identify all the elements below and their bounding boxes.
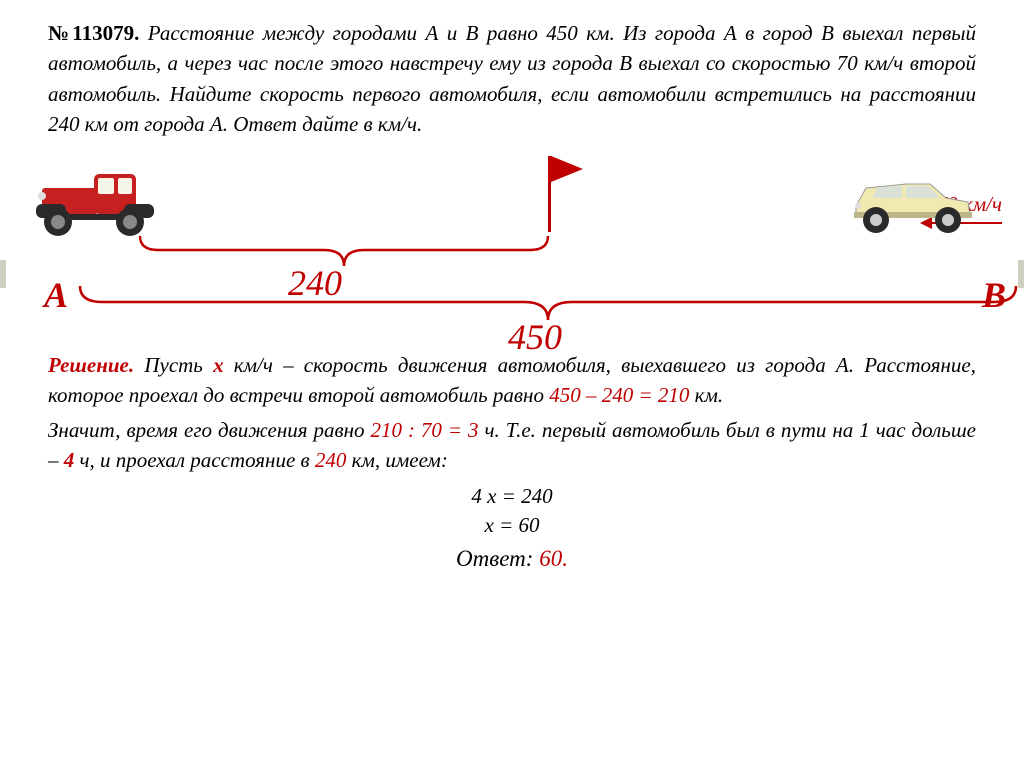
calc-2: 210 : 70 = 3 bbox=[370, 418, 478, 442]
decor-left bbox=[0, 260, 6, 288]
solution-label: Решение. bbox=[48, 353, 134, 377]
sol-text-1c: км. bbox=[689, 383, 723, 407]
sol-text-2c: ч, и проехал расстояние в bbox=[74, 448, 315, 472]
equation-2: х = 60 bbox=[48, 511, 976, 540]
answer-value: 60. bbox=[539, 546, 568, 571]
calc-1: 450 – 240 = 210 bbox=[549, 383, 689, 407]
solution-paragraph-2: Значит, время его движения равно 210 : 7… bbox=[48, 415, 976, 476]
sol-text-2d: км, имеем: bbox=[346, 448, 447, 472]
answer-label: Ответ: bbox=[456, 546, 539, 571]
problem-body: Расстояние между городами А и В равно 45… bbox=[48, 21, 976, 136]
sol-text-2a: Значит, время его движения равно bbox=[48, 418, 370, 442]
dist-value: 240 bbox=[315, 448, 347, 472]
hours-value: 4 bbox=[64, 448, 75, 472]
page-container: №113079. Расстояние между городами А и В… bbox=[0, 0, 1024, 582]
car-right-icon bbox=[848, 174, 976, 241]
equation-block: 4 х = 240 х = 60 bbox=[48, 482, 976, 541]
problem-statement: №113079. Расстояние между городами А и В… bbox=[48, 18, 976, 140]
car-left-icon bbox=[28, 166, 158, 243]
decor-right bbox=[1018, 260, 1024, 288]
variable-x: х bbox=[213, 353, 224, 377]
meeting-flag-icon bbox=[548, 156, 551, 232]
motion-diagram: 240 А В 450 bbox=[48, 146, 976, 346]
sol-text-1a: Пусть bbox=[134, 353, 213, 377]
answer-line: Ответ: 60. bbox=[48, 546, 976, 572]
solution-paragraph-1: Решение. Пусть х км/ч – скорость движени… bbox=[48, 350, 976, 411]
brace-meeting-distance bbox=[138, 234, 550, 270]
problem-number: №113079. bbox=[48, 21, 139, 45]
distance-450-label: 450 bbox=[508, 316, 562, 358]
equation-1: 4 х = 240 bbox=[48, 482, 976, 511]
city-a-label: А bbox=[44, 274, 68, 316]
